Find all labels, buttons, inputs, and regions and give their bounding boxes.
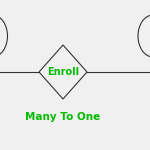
Ellipse shape	[0, 15, 8, 57]
Text: C: C	[149, 31, 150, 41]
Polygon shape	[39, 45, 87, 99]
Text: Many To One: Many To One	[25, 112, 101, 122]
Text: Enroll: Enroll	[47, 67, 79, 77]
Ellipse shape	[138, 15, 150, 57]
